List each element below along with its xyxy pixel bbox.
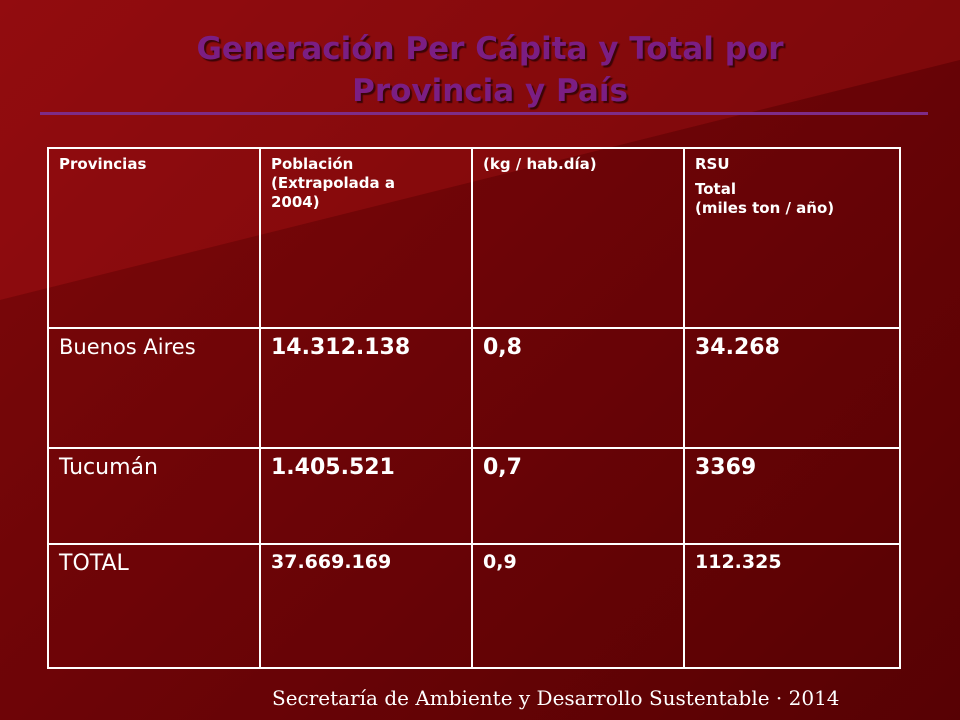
slide-title: Generación Per Cápita y Total por Provin… <box>100 28 880 112</box>
cell-provincia: Tucumán <box>47 447 261 545</box>
cell-poblacion: 14.312.138 <box>259 327 473 449</box>
cell-rsu-total: 3369 <box>683 447 901 545</box>
cell-provincia: Buenos Aires <box>47 327 261 449</box>
cell-per-capita: 0,7 <box>471 447 685 545</box>
cell-per-capita: 0,9 <box>471 543 685 669</box>
cell-poblacion: 37.669.169 <box>259 543 473 669</box>
table-row: Tucumán 1.405.521 0,7 3369 <box>47 447 901 545</box>
header-poblacion: Población (Extrapolada a 2004) <box>259 147 473 329</box>
cell-poblacion: 1.405.521 <box>259 447 473 545</box>
table-row-total: TOTAL 37.669.169 0,9 112.325 <box>47 543 901 669</box>
table-row: Buenos Aires 14.312.138 0,8 34.268 <box>47 327 901 449</box>
title-divider <box>40 112 928 115</box>
slide-title-line-2: Provincia y País <box>352 73 628 109</box>
header-per-capita: (kg / hab.día) <box>471 147 685 329</box>
table-header-row: Provincias Población (Extrapolada a 2004… <box>47 147 901 329</box>
cell-provincia: TOTAL <box>47 543 261 669</box>
cell-rsu-total: 112.325 <box>683 543 901 669</box>
slide-title-line-1: Generación Per Cápita y Total por <box>196 31 784 67</box>
rsu-generation-table: Provincias Población (Extrapolada a 2004… <box>47 147 901 669</box>
cell-per-capita: 0,8 <box>471 327 685 449</box>
footer-source: Secretaría de Ambiente y Desarrollo Sust… <box>272 686 840 710</box>
header-rsu-total: RSU Total (miles ton / año) <box>683 147 901 329</box>
header-provincias: Provincias <box>47 147 261 329</box>
cell-rsu-total: 34.268 <box>683 327 901 449</box>
